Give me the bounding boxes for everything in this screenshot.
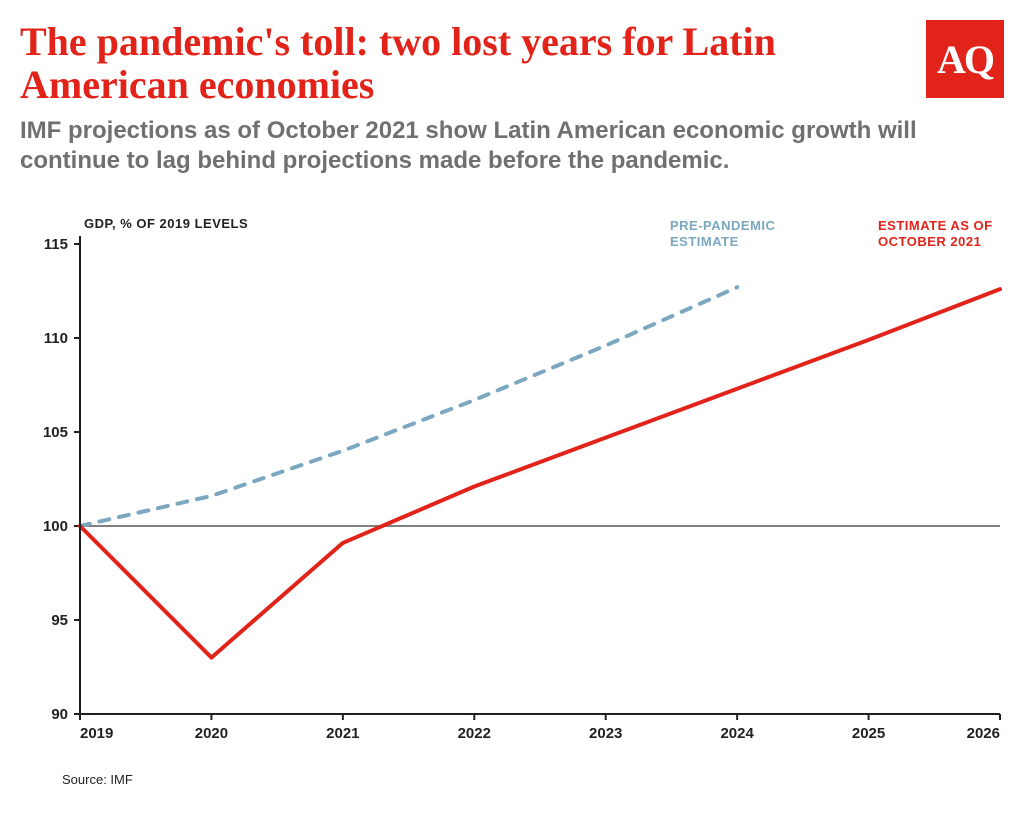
- chart-subtitle: IMF projections as of October 2021 show …: [20, 116, 926, 176]
- source-text: Source: IMF: [62, 772, 1004, 787]
- svg-text:110: 110: [44, 330, 68, 347]
- svg-text:2025: 2025: [852, 725, 885, 742]
- title-block: The pandemic's toll: two lost years for …: [20, 20, 926, 176]
- aq-logo: AQ: [926, 20, 1004, 98]
- header: The pandemic's toll: two lost years for …: [20, 20, 1004, 176]
- svg-text:2024: 2024: [720, 725, 754, 742]
- chart-container: GDP, % OF 2019 LEVELS PRE-PANDEMICESTIMA…: [20, 214, 1004, 754]
- svg-text:95: 95: [51, 612, 68, 629]
- svg-text:2023: 2023: [589, 725, 622, 742]
- y-axis-title: GDP, % OF 2019 LEVELS: [84, 216, 248, 231]
- svg-text:2021: 2021: [326, 725, 359, 742]
- svg-text:115: 115: [44, 236, 68, 253]
- line-chart: 90 95 100 105 110 115 2019 2020 2021 2022 2023 2024…: [20, 214, 1004, 754]
- chart-title: The pandemic's toll: two lost years for …: [20, 20, 926, 106]
- svg-text:90: 90: [51, 706, 68, 723]
- series-label-pre-pandemic: PRE-PANDEMICESTIMATE: [670, 218, 775, 249]
- svg-text:2019: 2019: [80, 725, 113, 742]
- svg-text:105: 105: [43, 424, 68, 441]
- svg-text:2020: 2020: [195, 725, 228, 742]
- series-label-oct-2021: ESTIMATE AS OFOCTOBER 2021: [878, 218, 993, 249]
- svg-text:2022: 2022: [458, 725, 491, 742]
- svg-text:2026: 2026: [967, 725, 1000, 742]
- svg-text:100: 100: [43, 518, 68, 535]
